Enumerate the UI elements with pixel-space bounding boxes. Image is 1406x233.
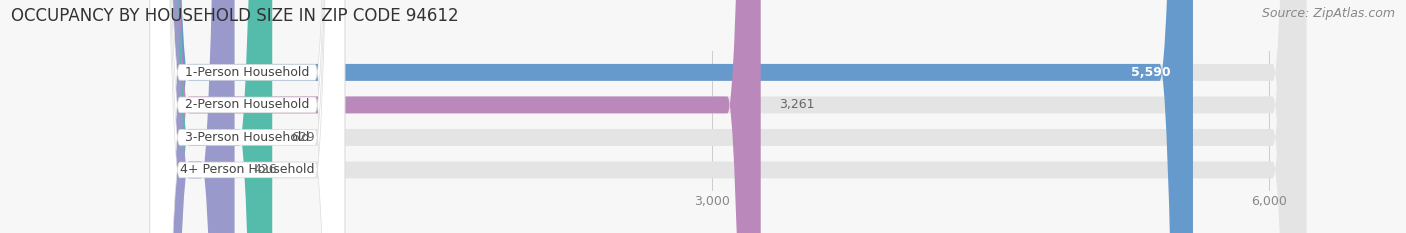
FancyBboxPatch shape	[150, 0, 344, 233]
FancyBboxPatch shape	[156, 0, 1192, 233]
Text: 3,261: 3,261	[779, 98, 815, 111]
FancyBboxPatch shape	[156, 0, 235, 233]
Text: OCCUPANCY BY HOUSEHOLD SIZE IN ZIP CODE 94612: OCCUPANCY BY HOUSEHOLD SIZE IN ZIP CODE …	[11, 7, 458, 25]
FancyBboxPatch shape	[156, 0, 1306, 233]
Text: 426: 426	[253, 163, 277, 176]
Text: 629: 629	[291, 131, 315, 144]
Text: 3-Person Household: 3-Person Household	[186, 131, 309, 144]
Text: 1-Person Household: 1-Person Household	[186, 66, 309, 79]
FancyBboxPatch shape	[156, 0, 761, 233]
FancyBboxPatch shape	[156, 0, 1306, 233]
FancyBboxPatch shape	[150, 0, 344, 233]
Text: 5,590: 5,590	[1130, 66, 1171, 79]
FancyBboxPatch shape	[156, 0, 1306, 233]
FancyBboxPatch shape	[150, 0, 344, 233]
Text: 2-Person Household: 2-Person Household	[186, 98, 309, 111]
Text: Source: ZipAtlas.com: Source: ZipAtlas.com	[1261, 7, 1395, 20]
FancyBboxPatch shape	[156, 0, 1306, 233]
FancyBboxPatch shape	[156, 0, 273, 233]
FancyBboxPatch shape	[150, 0, 344, 233]
Text: 4+ Person Household: 4+ Person Household	[180, 163, 315, 176]
